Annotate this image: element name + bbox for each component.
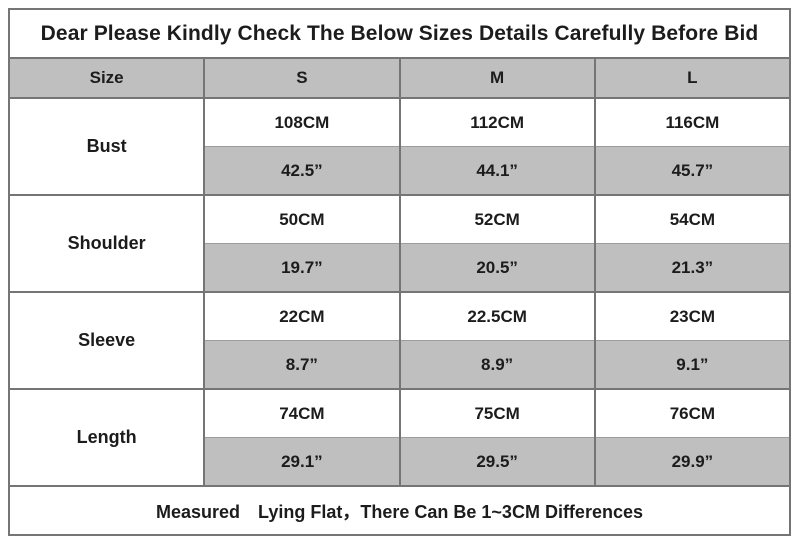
sleeve-l-cm-cell: 23CM: [593, 291, 792, 341]
shoulder-m-cm-cell: 52CM: [398, 194, 596, 244]
title-row: Dear Please Kindly Check The Below Sizes…: [8, 8, 791, 59]
column-header-s: S: [203, 57, 401, 99]
bust-l-cm-cell: 116CM: [593, 97, 792, 147]
shoulder-l-inch-cell: 21.3”: [593, 243, 792, 293]
row-label-length: Length: [7, 388, 206, 487]
column-header-size: Size: [7, 57, 206, 99]
shoulder-m-inch-cell: 20.5”: [398, 243, 596, 293]
bust-l-inch-cell: 45.7”: [593, 146, 792, 196]
column-header-row: Size S M L: [7, 57, 792, 99]
bust-m-cm-cell: 112CM: [398, 97, 596, 147]
sleeve-m-inch-cell: 8.9”: [398, 340, 596, 390]
row-label-sleeve: Sleeve: [7, 291, 206, 390]
chart-title: Dear Please Kindly Check The Below Sizes…: [8, 8, 791, 59]
length-inch-row: 29.1” 29.5” 29.9”: [9, 437, 792, 487]
length-l-inch-cell: 29.9”: [593, 437, 792, 487]
sleeve-cm-row: Sleeve 22CM 22.5CM 23CM: [7, 291, 792, 390]
shoulder-cm-row: Shoulder 50CM 52CM 54CM: [7, 194, 792, 293]
sleeve-l-inch-cell: 9.1”: [593, 340, 792, 390]
sleeve-s-inch-cell: 8.7”: [203, 340, 401, 390]
bust-s-cm-cell: 108CM: [203, 97, 401, 147]
sleeve-inch-row: 8.7” 8.9” 9.1”: [9, 340, 792, 390]
shoulder-inch-row: 19.7” 20.5” 21.3”: [9, 243, 792, 293]
shoulder-s-inch-cell: 19.7”: [203, 243, 401, 293]
size-chart-table: Dear Please Kindly Check The Below Sizes…: [7, 8, 792, 536]
bust-m-inch-cell: 44.1”: [398, 146, 596, 196]
footer-row: Measured Lying Flat，There Can Be 1~3CM D…: [8, 485, 791, 536]
sleeve-m-cm-cell: 22.5CM: [398, 291, 596, 341]
column-header-l: L: [593, 57, 792, 99]
row-label-bust: Bust: [7, 97, 206, 196]
length-s-cm-cell: 74CM: [203, 388, 401, 438]
length-m-cm-cell: 75CM: [398, 388, 596, 438]
length-s-inch-cell: 29.1”: [203, 437, 401, 487]
bust-s-inch-cell: 42.5”: [203, 146, 401, 196]
length-cm-row: Length 74CM 75CM 76CM: [7, 388, 792, 487]
shoulder-l-cm-cell: 54CM: [593, 194, 792, 244]
row-label-shoulder: Shoulder: [7, 194, 206, 293]
sleeve-s-cm-cell: 22CM: [203, 291, 401, 341]
length-l-cm-cell: 76CM: [593, 388, 792, 438]
bust-cm-row: Bust 108CM 112CM 116CM: [7, 97, 792, 196]
column-header-m: M: [398, 57, 596, 99]
measurement-note: Measured Lying Flat，There Can Be 1~3CM D…: [8, 485, 791, 536]
length-m-inch-cell: 29.5”: [398, 437, 596, 487]
shoulder-s-cm-cell: 50CM: [203, 194, 401, 244]
bust-inch-row: 42.5” 44.1” 45.7”: [9, 146, 792, 196]
